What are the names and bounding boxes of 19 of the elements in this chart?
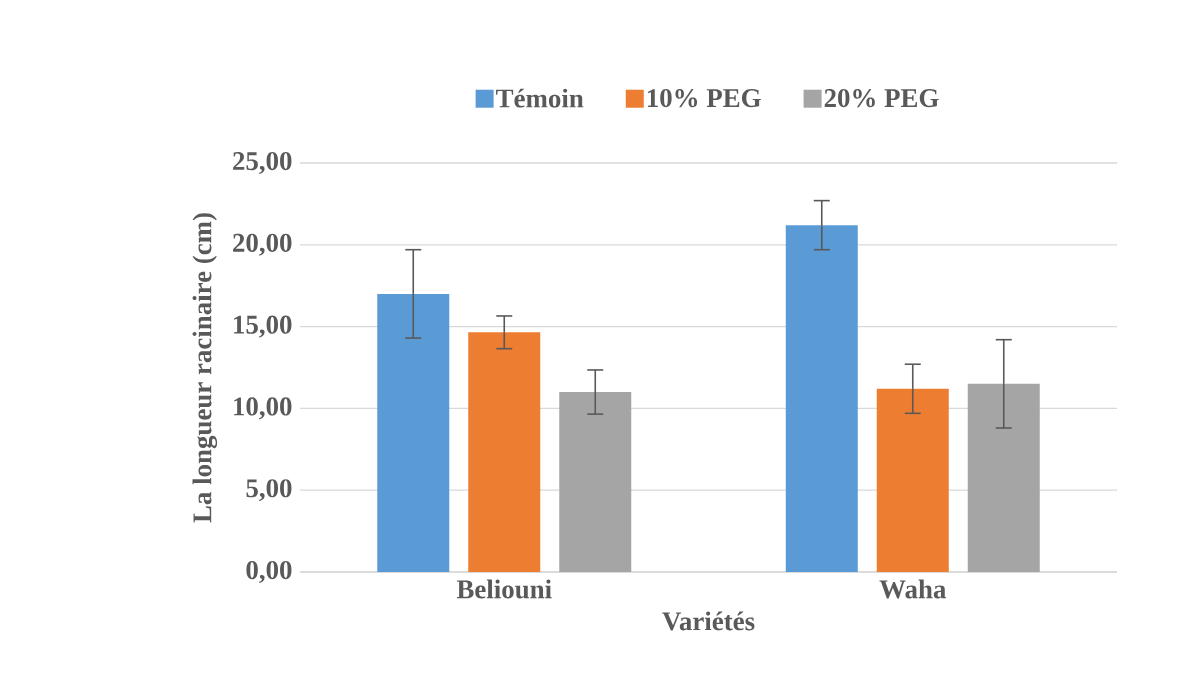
y-tick-label: 0,00 — [246, 560, 292, 584]
y-tick-label: 10,00 — [234, 397, 292, 420]
legend-label: Témoin — [496, 88, 584, 108]
legend-label: 10% PEG — [647, 89, 761, 108]
y-axis-title: La longueur racinaire (cm) — [192, 213, 218, 523]
x-axis-title: Variétés — [662, 611, 755, 631]
x-tick-label: Waha — [879, 579, 946, 599]
y-tick-label: 20,00 — [233, 233, 292, 256]
bar — [377, 293, 450, 572]
bar — [876, 388, 949, 572]
legend-label: 20% PEG — [824, 89, 939, 108]
y-tick-label: 5,00 — [246, 479, 292, 502]
bar — [967, 383, 1040, 572]
bar — [785, 225, 858, 572]
y-tick-label: 25,00 — [233, 151, 292, 175]
x-tick-label: Beliouni — [456, 579, 552, 599]
bar — [468, 332, 541, 572]
y-tick-label: 15,00 — [234, 315, 292, 338]
bar — [559, 392, 632, 572]
